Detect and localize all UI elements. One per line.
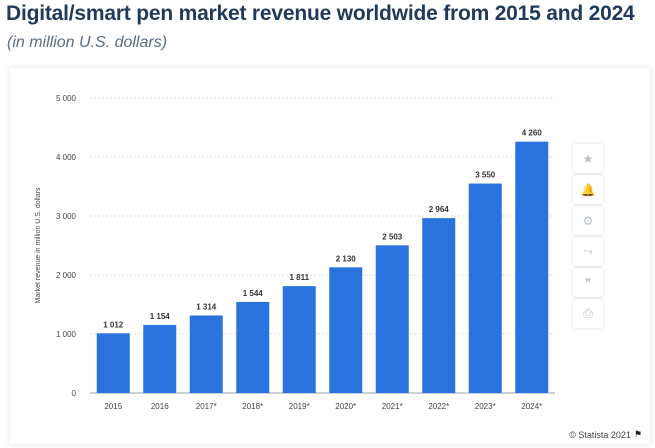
data-label: 1 544 — [243, 289, 264, 298]
data-label: 2 964 — [429, 205, 450, 214]
y-tick-label: 4 000 — [56, 153, 77, 162]
x-tick-label: 2017* — [196, 402, 217, 411]
y-tick-label: 5 000 — [56, 94, 77, 103]
y-tick-label: 3 000 — [56, 212, 77, 221]
bar[interactable] — [422, 218, 456, 393]
data-label: 1 314 — [196, 302, 217, 311]
x-tick-label: 2020* — [335, 402, 356, 411]
share-icon[interactable]: ⤳ — [573, 237, 603, 266]
gear-icon[interactable]: ⚙ — [573, 206, 603, 235]
x-tick-label: 2023* — [475, 402, 496, 411]
bar[interactable] — [96, 333, 130, 393]
x-tick-label: 2019* — [289, 402, 310, 411]
print-icon[interactable]: ⎙ — [573, 299, 603, 328]
data-label: 1 154 — [150, 312, 171, 321]
chart-panel: 0 1 000 2 000 3 000 4 000 5 000 Market revenue… — [10, 68, 650, 444]
flag-icon: ⚑ — [633, 429, 642, 439]
x-tick-label: 2015 — [104, 402, 122, 411]
chart-subtitle: (in million U.S. dollars) — [7, 34, 168, 51]
data-label: 2 503 — [382, 232, 403, 241]
y-tick-label: 1 000 — [56, 330, 77, 339]
data-label: 2 130 — [336, 254, 357, 263]
bar-chart: 0 1 000 2 000 3 000 4 000 5 000 Market revenue… — [35, 94, 555, 411]
quote-icon[interactable]: ❞ — [573, 268, 603, 297]
y-tick-label: 2 000 — [56, 271, 77, 280]
credit-text[interactable]: © Statista 2021 — [569, 429, 631, 440]
bar[interactable] — [143, 324, 177, 393]
bar[interactable] — [282, 286, 316, 393]
data-label: 3 550 — [475, 171, 496, 180]
x-tick-label: 2022* — [428, 402, 449, 411]
chart-toolbar: ★ 🔔 ⚙ ⤳ ❞ ⎙ — [573, 144, 603, 328]
statista-credit[interactable]: © Statista 2021 ⚑ — [569, 429, 642, 440]
x-tick-label: 2016 — [151, 402, 169, 411]
bar[interactable] — [329, 267, 363, 393]
bar[interactable] — [236, 301, 270, 393]
data-label: 1 012 — [103, 320, 124, 329]
bell-icon[interactable]: 🔔 — [573, 175, 603, 204]
x-tick-label: 2021* — [382, 402, 403, 411]
data-label: 4 260 — [522, 129, 543, 138]
y-tick-label: 0 — [72, 389, 77, 398]
data-label: 1 811 — [289, 273, 309, 282]
star-icon[interactable]: ★ — [573, 144, 603, 173]
chart-title: Digital/smart pen market revenue worldwi… — [6, 2, 635, 25]
x-tick-label: 2024* — [521, 402, 542, 411]
y-axis-label: Market revenue in million U.S. dollars — [35, 187, 42, 303]
bar[interactable] — [468, 183, 502, 393]
bar[interactable] — [189, 315, 223, 393]
x-tick-label: 2018* — [242, 402, 263, 411]
bar[interactable] — [515, 141, 549, 393]
bar[interactable] — [375, 245, 409, 393]
